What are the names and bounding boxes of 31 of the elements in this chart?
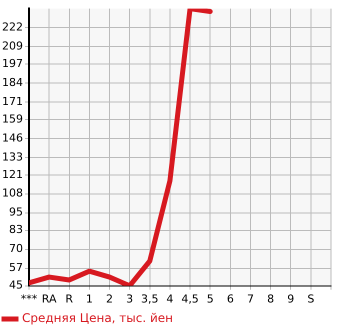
y-tick-label: 197 <box>2 56 23 70</box>
x-tick-label: RA <box>42 292 57 306</box>
y-tick-label: 95 <box>8 206 23 219</box>
x-tick-label: 4,5 <box>181 292 199 306</box>
y-tick-label: 133 <box>2 150 23 164</box>
y-tick-label: 222 <box>2 20 23 34</box>
y-tick-label: 146 <box>2 131 23 144</box>
y-tick-label: 57 <box>8 261 23 274</box>
x-tick-label: 4 <box>166 292 174 306</box>
x-tick-label: 3 <box>126 292 134 306</box>
y-tick-label: 159 <box>2 112 23 126</box>
x-tick-label: 5 <box>206 292 214 306</box>
y-tick-label: 70 <box>8 242 23 256</box>
x-tick-label: *** <box>20 292 38 306</box>
x-tick-label: 7 <box>246 292 254 306</box>
x-tick-label: 3,5 <box>141 292 159 306</box>
x-tick-label: 8 <box>267 292 274 306</box>
y-tick-label: 184 <box>2 76 23 89</box>
x-tick-label: 9 <box>287 292 294 306</box>
x-tick-label: S <box>307 292 314 306</box>
legend-label: Средняя Цена, тыс. йен <box>22 311 174 326</box>
y-tick-label: 45 <box>8 278 23 292</box>
y-tick-label: 209 <box>2 39 23 52</box>
y-tick-label: 108 <box>2 186 23 200</box>
y-tick-label: 83 <box>8 223 23 236</box>
y-tick-label: 121 <box>2 168 23 181</box>
x-tick-label: 2 <box>106 292 114 306</box>
x-tick-label: R <box>65 292 74 306</box>
y-tick-label: 171 <box>2 94 23 108</box>
x-tick-label: 6 <box>226 292 234 306</box>
x-tick-label: 1 <box>86 292 93 306</box>
